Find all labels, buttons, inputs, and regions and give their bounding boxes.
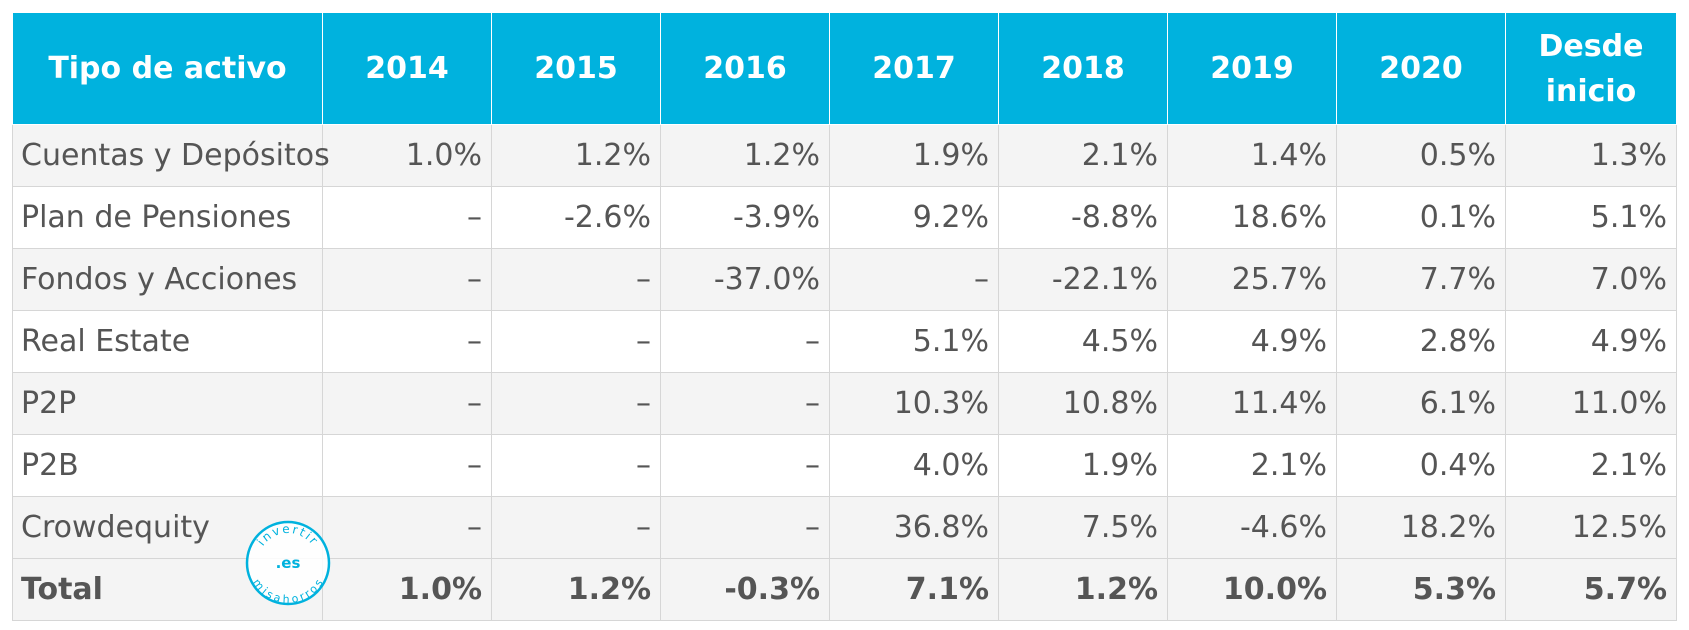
total-cell-2015: 1.2%	[491, 558, 661, 621]
cell-2015: 1.2%	[491, 124, 661, 187]
cell-2015: –	[491, 310, 661, 373]
cell-2015: –	[491, 496, 661, 559]
table-row-p2b: P2B – – –4.0% 1.9% 2.1% 0.4% 2.1%	[12, 434, 1677, 497]
total-cell-2018: 1.2%	[998, 558, 1168, 621]
cell-2015: -2.6%	[491, 186, 661, 249]
row-label: Plan de Pensiones	[12, 186, 323, 249]
row-label: Real Estate	[12, 310, 323, 373]
header-asset-type: Tipo de activo	[12, 12, 323, 125]
cell-2014: –	[322, 310, 492, 373]
table-row-p2p: P2P – – –10.3% 10.8% 11.4% 6.1% 11.0%	[12, 372, 1677, 435]
cell-2014: 1.0%	[322, 124, 492, 187]
table-row-cuentas-y-depositos: Cuentas y Depósitos 1.0% 1.2% 1.2% 1.9% 2.1% 1…	[12, 124, 1677, 187]
cell-2019: 18.6%	[1167, 186, 1337, 249]
invertirmisahorros-watermark-logo: invertir .es misahorros	[245, 520, 331, 606]
cell-2019: 4.9%	[1167, 310, 1337, 373]
cell-2019: 11.4%	[1167, 372, 1337, 435]
cell-2020: 0.1%	[1336, 186, 1506, 249]
total-cell-2014: 1.0%	[322, 558, 492, 621]
cell-2016: -37.0%	[660, 248, 830, 311]
cell-2018: 10.8%	[998, 372, 1168, 435]
cell-2020: 0.5%	[1336, 124, 1506, 187]
cell-2018: -8.8%	[998, 186, 1168, 249]
total-cell-2017: 7.1%	[829, 558, 999, 621]
header-year-2018: 2018	[998, 12, 1168, 125]
cell-since-start: 2.1%	[1505, 434, 1677, 497]
row-label: P2B	[12, 434, 323, 497]
cell-2020: 6.1%	[1336, 372, 1506, 435]
cell-2014: –	[322, 372, 492, 435]
cell-2020: 7.7%	[1336, 248, 1506, 311]
cell-2017: 1.9%	[829, 124, 999, 187]
cell-2018: 7.5%	[998, 496, 1168, 559]
row-label: P2P	[12, 372, 323, 435]
cell-2014: –	[322, 434, 492, 497]
header-year-2016: 2016	[660, 12, 830, 125]
table-row-total: Total 1.0% 1.2% -0.3% 7.1% 1.2% 10.0% 5.3% 5.7%	[12, 558, 1677, 621]
cell-2019: 2.1%	[1167, 434, 1337, 497]
cell-2017: 10.3%	[829, 372, 999, 435]
header-year-2015: 2015	[491, 12, 661, 125]
cell-2016: 1.2%	[660, 124, 830, 187]
header-since-start-line1: Desde	[1538, 28, 1644, 64]
total-cell-2019: 10.0%	[1167, 558, 1337, 621]
cell-2020: 18.2%	[1336, 496, 1506, 559]
cell-2014: –	[322, 496, 492, 559]
header-since-start: Desde inicio	[1505, 12, 1677, 125]
cell-since-start: 1.3%	[1505, 124, 1677, 187]
cell-since-start: 11.0%	[1505, 372, 1677, 435]
header-year-2014: 2014	[322, 12, 492, 125]
cell-2018: -22.1%	[998, 248, 1168, 311]
header-row: Tipo de activo 2014 2015 2016 2017 2018 …	[12, 12, 1677, 125]
cell-2017: 4.0%	[829, 434, 999, 497]
cell-2017: 9.2%	[829, 186, 999, 249]
cell-2015: –	[491, 434, 661, 497]
header-year-2017: 2017	[829, 12, 999, 125]
cell-2015: –	[491, 372, 661, 435]
cell-2014: –	[322, 248, 492, 311]
cell-2016: –	[660, 434, 830, 497]
cell-2017: 5.1%	[829, 310, 999, 373]
table-row-real-estate: Real Estate – – –5.1% 4.5% 4.9% 2.8% 4.9%	[12, 310, 1677, 373]
cell-2017: 36.8%	[829, 496, 999, 559]
cell-2019: -4.6%	[1167, 496, 1337, 559]
total-cell-2016: -0.3%	[660, 558, 830, 621]
cell-2019: 1.4%	[1167, 124, 1337, 187]
header-since-start-line2: inicio	[1545, 73, 1637, 109]
cell-2014: –	[322, 186, 492, 249]
cell-2016: –	[660, 372, 830, 435]
row-label: Fondos y Acciones	[12, 248, 323, 311]
cell-2018: 4.5%	[998, 310, 1168, 373]
cell-2017: –	[829, 248, 999, 311]
cell-since-start: 12.5%	[1505, 496, 1677, 559]
cell-since-start: 7.0%	[1505, 248, 1677, 311]
header-year-2020: 2020	[1336, 12, 1506, 125]
cell-2019: 25.7%	[1167, 248, 1337, 311]
table-header: Tipo de activo 2014 2015 2016 2017 2018 …	[12, 12, 1677, 125]
cell-2018: 1.9%	[998, 434, 1168, 497]
cell-2015: –	[491, 248, 661, 311]
cell-2020: 2.8%	[1336, 310, 1506, 373]
cell-2018: 2.1%	[998, 124, 1168, 187]
watermark-center-text: .es	[276, 554, 301, 572]
cell-since-start: 4.9%	[1505, 310, 1677, 373]
total-cell-since-start: 5.7%	[1505, 558, 1677, 621]
returns-table: Tipo de activo 2014 2015 2016 2017 2018 …	[12, 12, 1677, 621]
cell-2016: –	[660, 496, 830, 559]
cell-since-start: 5.1%	[1505, 186, 1677, 249]
table-row-plan-de-pensiones: Plan de Pensiones – -2.6% -3.9% 9.2% -8.8% 18.…	[12, 186, 1677, 249]
cell-2020: 0.4%	[1336, 434, 1506, 497]
total-cell-2020: 5.3%	[1336, 558, 1506, 621]
header-year-2019: 2019	[1167, 12, 1337, 125]
cell-2016: –	[660, 310, 830, 373]
table-body: Cuentas y Depósitos 1.0% 1.2% 1.2% 1.9% 2.1% 1…	[12, 124, 1677, 621]
row-label: Cuentas y Depósitos	[12, 124, 330, 187]
cell-2016: -3.9%	[660, 186, 830, 249]
table-row-fondos-y-acciones: Fondos y Acciones – – -37.0% – -22.1% 25.7% 7.7…	[12, 248, 1677, 311]
